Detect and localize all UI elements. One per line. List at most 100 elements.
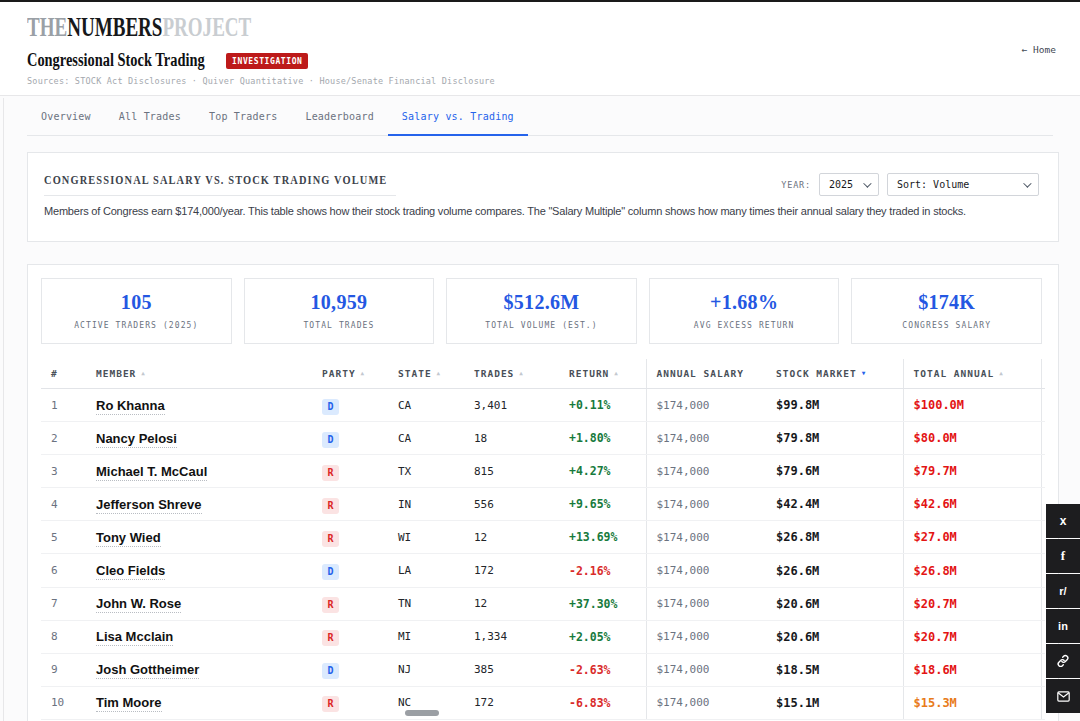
state-cell: CA — [388, 422, 464, 455]
member-link[interactable]: Lisa Mcclain — [96, 629, 173, 646]
stat-value: $512.6M — [453, 291, 630, 314]
share-facebook-button[interactable]: f — [1046, 539, 1080, 573]
member-link[interactable]: Michael T. McCaul — [96, 464, 207, 481]
horizontal-scrollbar-thumb[interactable] — [405, 710, 439, 716]
column-header-#[interactable]: # — [41, 359, 86, 389]
state-cell: IN — [388, 488, 464, 521]
section-description: Members of Congress earn $174,000/year. … — [44, 205, 1042, 217]
share-linkedin-button[interactable]: in — [1046, 609, 1080, 643]
total-annual-cell: $100.0M — [903, 389, 1041, 422]
linkedin-icon: in — [1058, 620, 1068, 632]
party-badge: R — [322, 498, 339, 514]
table-row: 10Tim MooreRNC172-6.83%$174,000$15.1M$15… — [41, 686, 1045, 719]
logo-numbers: NUMBERS — [67, 11, 162, 42]
tab-all-trades[interactable]: All Trades — [105, 96, 195, 136]
sort-select[interactable]: Sort: Volume — [887, 173, 1039, 196]
column-header-trades[interactable]: TRADES▲ — [464, 359, 559, 389]
year-select[interactable]: 2025 — [819, 173, 879, 196]
rank-cell: 4 — [41, 488, 86, 521]
member-cell: Nancy Pelosi — [86, 422, 312, 455]
table-row: 7John W. RoseRTN12+37.30%$174,000$20.6M$… — [41, 587, 1045, 620]
site-logo[interactable]: THENUMBERSPROJECT — [27, 12, 251, 41]
member-link[interactable]: Ro Khanna — [96, 398, 165, 415]
trades-cell: 12 — [464, 521, 559, 554]
total-annual-cell: $20.7M — [903, 620, 1041, 653]
spacer-cell — [1041, 686, 1045, 719]
party-cell: R — [312, 587, 388, 620]
party-cell: D — [312, 554, 388, 587]
trades-cell: 3,401 — [464, 389, 559, 422]
reddit-icon: r/ — [1059, 585, 1066, 597]
share-email-button[interactable] — [1046, 679, 1080, 713]
home-link[interactable]: ← Home — [1022, 44, 1056, 55]
annual-salary-cell: $174,000 — [646, 686, 766, 719]
member-link[interactable]: Tim Moore — [96, 695, 162, 712]
party-cell: R — [312, 620, 388, 653]
stock-market-cell: $26.8M — [766, 521, 903, 554]
party-cell: R — [312, 455, 388, 488]
stat-card: $174KCONGRESS SALARY — [851, 278, 1042, 344]
filters-panel: CONGRESSIONAL SALARY VS. STOCK TRADING V… — [27, 152, 1059, 242]
share-reddit-button[interactable]: r/ — [1046, 574, 1080, 608]
member-cell: Michael T. McCaul — [86, 455, 312, 488]
party-cell: R — [312, 686, 388, 719]
member-link[interactable]: Tony Wied — [96, 530, 161, 547]
member-link[interactable]: Josh Gottheimer — [96, 662, 199, 679]
party-badge: R — [322, 597, 339, 613]
annual-salary-cell: $174,000 — [646, 620, 766, 653]
party-cell: R — [312, 488, 388, 521]
stat-value: 105 — [48, 291, 225, 314]
total-annual-cell: $27.0M — [903, 521, 1041, 554]
return-cell: +37.30% — [559, 587, 646, 620]
spacer-cell — [1041, 587, 1045, 620]
site-header: THENUMBERSPROJECT ← Home Congressional S… — [0, 2, 1080, 96]
stat-label: TOTAL VOLUME (EST.) — [453, 321, 630, 330]
spacer-cell — [1041, 554, 1045, 587]
section-underline — [44, 195, 396, 196]
annual-salary-cell: $174,000 — [646, 488, 766, 521]
table-row: 1Ro KhannaDCA3,401+0.11%$174,000$99.8M$1… — [41, 389, 1045, 422]
trades-cell: 172 — [464, 554, 559, 587]
annual-salary-cell: $174,000 — [646, 455, 766, 488]
sort-desc-icon: ▼ — [862, 369, 867, 376]
share-copylink-button[interactable] — [1046, 644, 1080, 678]
spacer-cell — [1041, 620, 1045, 653]
return-cell: +0.11% — [559, 389, 646, 422]
tab-overview[interactable]: Overview — [27, 96, 105, 136]
spacer-cell — [1041, 488, 1045, 521]
spacer-cell — [1041, 422, 1045, 455]
column-header-annual-salary[interactable]: ANNUAL SALARY — [646, 359, 766, 389]
column-header-state[interactable]: STATE▲ — [388, 359, 464, 389]
trades-cell: 12 — [464, 587, 559, 620]
share-x-button[interactable]: x — [1046, 504, 1080, 538]
member-cell: Cleo Fields — [86, 554, 312, 587]
annual-salary-cell: $174,000 — [646, 422, 766, 455]
state-cell: MI — [388, 620, 464, 653]
tab-bar: OverviewAll TradesTop TradersLeaderboard… — [0, 96, 1080, 136]
column-header-total-annual[interactable]: TOTAL ANNUAL▲ — [903, 359, 1041, 389]
tab-leaderboard[interactable]: Leaderboard — [291, 96, 387, 136]
state-cell: CA — [388, 389, 464, 422]
tab-top-traders[interactable]: Top Traders — [195, 96, 291, 136]
column-header-member[interactable]: MEMBER▲ — [86, 359, 312, 389]
page-title: Congressional Stock Trading — [27, 50, 205, 71]
member-link[interactable]: John W. Rose — [96, 596, 181, 613]
logo-project: PROJECT — [162, 11, 251, 42]
rank-cell: 9 — [41, 653, 86, 686]
return-cell: +13.69% — [559, 521, 646, 554]
tab-salary-vs-trading[interactable]: Salary vs. Trading — [388, 96, 528, 136]
column-header-return[interactable]: RETURN▲ — [559, 359, 646, 389]
total-annual-cell: $18.6M — [903, 653, 1041, 686]
year-label: YEAR: — [781, 180, 811, 190]
party-cell: D — [312, 653, 388, 686]
column-header-party[interactable]: PARTY▲ — [312, 359, 388, 389]
member-cell: Ro Khanna — [86, 389, 312, 422]
member-link[interactable]: Nancy Pelosi — [96, 431, 177, 448]
stock-market-cell: $79.8M — [766, 422, 903, 455]
member-link[interactable]: Cleo Fields — [96, 563, 165, 580]
chevron-down-icon — [1023, 179, 1031, 187]
member-cell: Josh Gottheimer — [86, 653, 312, 686]
stock-market-cell: $18.5M — [766, 653, 903, 686]
member-link[interactable]: Jefferson Shreve — [96, 497, 202, 514]
column-header-stock-market[interactable]: STOCK MARKET▼ — [766, 359, 903, 389]
